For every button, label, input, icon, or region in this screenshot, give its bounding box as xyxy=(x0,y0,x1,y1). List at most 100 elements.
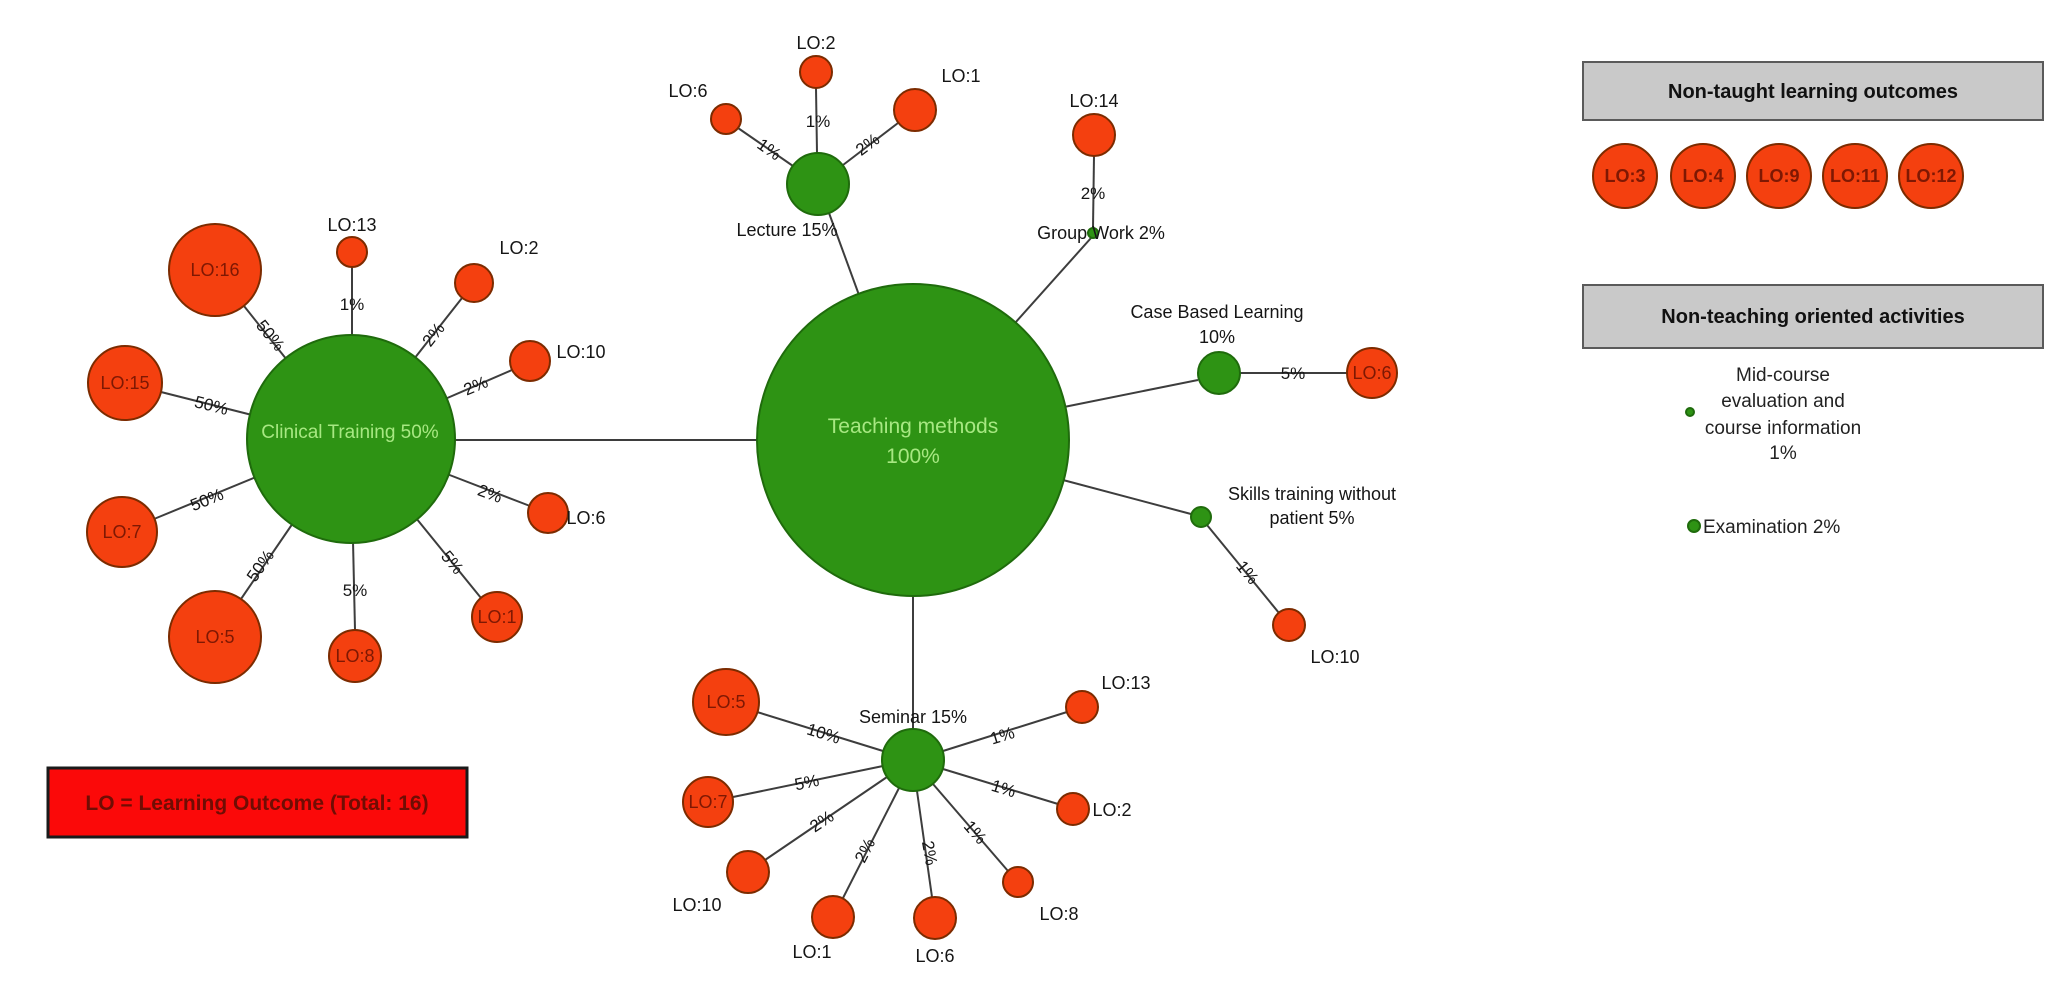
non-taught-lo11-label: LO:11 xyxy=(1830,166,1880,186)
edge-central-lecture xyxy=(828,212,860,296)
casebased-lo6-pct-label: 5% xyxy=(1281,364,1306,383)
lecture-lo2-label: LO:2 xyxy=(796,33,835,53)
edge-lecture-lo1 xyxy=(842,122,899,166)
lecture-node xyxy=(786,152,850,216)
lecture-lo1-label: LO:1 xyxy=(941,66,980,86)
clinical-lo7-node xyxy=(86,496,158,568)
clinical-lo16-label: LO:16 xyxy=(190,260,239,280)
seminar-lo10-label: LO:10 xyxy=(672,895,721,915)
skills-node xyxy=(1190,506,1212,528)
groupwork-label: Group Work 2% xyxy=(1037,223,1165,243)
edge-seminar-lo7 xyxy=(732,765,884,798)
examination-label: Examination 2% xyxy=(1703,517,1840,538)
clinical-label: Clinical Training 50% xyxy=(261,422,439,443)
clinical-lo15-pct-label: 50% xyxy=(193,392,231,419)
edge-clinical-lo7 xyxy=(153,476,257,520)
clinical-lo2-node xyxy=(454,263,494,303)
seminar-lo5-label: LO:5 xyxy=(706,692,745,712)
edge-clinical-lo1 xyxy=(415,517,482,599)
seminar-lo7-node xyxy=(682,776,734,828)
seminar-lo13-label: LO:13 xyxy=(1101,673,1150,693)
central-node xyxy=(756,283,1070,597)
seminar-label: Seminar 15% xyxy=(859,707,967,727)
clinical-lo2-pct-label: 2% xyxy=(419,319,449,350)
skills-lo10-node xyxy=(1272,608,1306,642)
legend-box xyxy=(46,766,469,839)
midcourse-label-line4: 1% xyxy=(1769,443,1797,464)
non-teaching-header-box xyxy=(1582,284,2044,349)
clinical-lo5-node xyxy=(168,590,262,684)
non-taught-lo12-label: LO:12 xyxy=(1905,166,1956,186)
seminar-lo8-node xyxy=(1002,866,1034,898)
clinical-lo10-pct-label: 2% xyxy=(461,372,491,399)
lecture-lo6-label: LO:6 xyxy=(668,81,707,101)
seminar-lo7-pct-label: 5% xyxy=(793,771,821,795)
seminar-lo2-node xyxy=(1056,792,1090,826)
groupwork-lo14-node xyxy=(1072,113,1116,157)
midcourse-label-line1: Mid-course xyxy=(1736,365,1830,386)
lecture-lo2-pct-label: 1% xyxy=(806,112,831,131)
clinical-lo15-node xyxy=(87,345,163,421)
clinical-lo10-node xyxy=(509,340,551,382)
seminar-lo1-node xyxy=(811,895,855,939)
edge-clinical-lo15 xyxy=(160,391,253,416)
lecture-lo1-node xyxy=(893,88,937,132)
edge-clinical-lo16 xyxy=(243,305,288,361)
seminar-lo2-label: LO:2 xyxy=(1092,800,1131,820)
edge-clinical-lo10 xyxy=(444,369,513,400)
legend-label: LO = Learning Outcome (Total: 16) xyxy=(85,792,428,815)
edge-groupwork-lo14 xyxy=(1092,155,1095,229)
midcourse-label-line2: evaluation and xyxy=(1721,391,1845,412)
edge-clinical-lo5 xyxy=(240,522,294,600)
skills-label-line1: Skills training without xyxy=(1228,484,1396,504)
seminar-lo6-pct-label: 2% xyxy=(918,839,941,867)
seminar-lo8-label: LO:8 xyxy=(1039,904,1078,924)
lecture-lo2-node xyxy=(799,55,833,89)
edge-seminar-lo13 xyxy=(942,711,1068,752)
edge-lecture-lo6 xyxy=(737,127,794,167)
non-teaching-title: Non-teaching oriented activities xyxy=(1661,306,1964,328)
groupwork-node xyxy=(1087,227,1099,239)
central-label-line2: 100% xyxy=(886,445,940,468)
clinical-lo13-node xyxy=(336,236,368,268)
casebased-node xyxy=(1197,351,1241,395)
seminar-node xyxy=(881,728,945,792)
clinical-lo1-pct-label: 5% xyxy=(437,547,467,578)
seminar-lo10-node xyxy=(726,850,770,894)
edge-seminar-lo8 xyxy=(932,783,1009,872)
clinical-lo13-pct-label: 1% xyxy=(340,295,365,314)
edge-central-groupwork xyxy=(1014,237,1092,324)
seminar-lo1-label: LO:1 xyxy=(792,942,831,962)
non-taught-lo4-node xyxy=(1670,143,1736,209)
non-taught-lo9-node xyxy=(1746,143,1812,209)
seminar-lo1-pct-label: 2% xyxy=(851,835,879,866)
clinical-lo6-node xyxy=(527,492,569,534)
clinical-node xyxy=(246,334,456,544)
seminar-lo7-label: LO:7 xyxy=(688,792,727,812)
groupwork-lo14-pct-label: 2% xyxy=(1081,184,1106,203)
clinical-lo2-label: LO:2 xyxy=(499,238,538,258)
midcourse-label-line3: course information xyxy=(1705,418,1861,439)
edge-seminar-lo1 xyxy=(842,787,900,899)
clinical-lo1-node xyxy=(471,591,523,643)
edge-seminar-lo6 xyxy=(916,790,933,898)
casebased-label-line2: 10% xyxy=(1199,327,1235,347)
edge-seminar-lo10 xyxy=(764,776,888,861)
clinical-lo7-label: LO:7 xyxy=(102,522,141,542)
non-taught-title: Non-taught learning outcomes xyxy=(1668,81,1958,103)
edge-clinical-lo8 xyxy=(352,540,356,631)
central-label-line1: Teaching methods xyxy=(828,415,998,438)
lecture-lo6-node xyxy=(710,103,742,135)
seminar-lo6-node xyxy=(913,896,957,940)
clinical-lo10-label: LO:10 xyxy=(556,342,605,362)
groupwork-lo14-label: LO:14 xyxy=(1069,91,1118,111)
seminar-lo13-node xyxy=(1065,690,1099,724)
seminar-lo6-label: LO:6 xyxy=(915,946,954,966)
non-taught-lo12-node xyxy=(1898,143,1964,209)
edge-central-casebased xyxy=(1063,379,1199,408)
clinical-lo16-node xyxy=(168,223,262,317)
clinical-lo5-label: LO:5 xyxy=(195,627,234,647)
edge-clinical-lo2 xyxy=(413,297,463,360)
